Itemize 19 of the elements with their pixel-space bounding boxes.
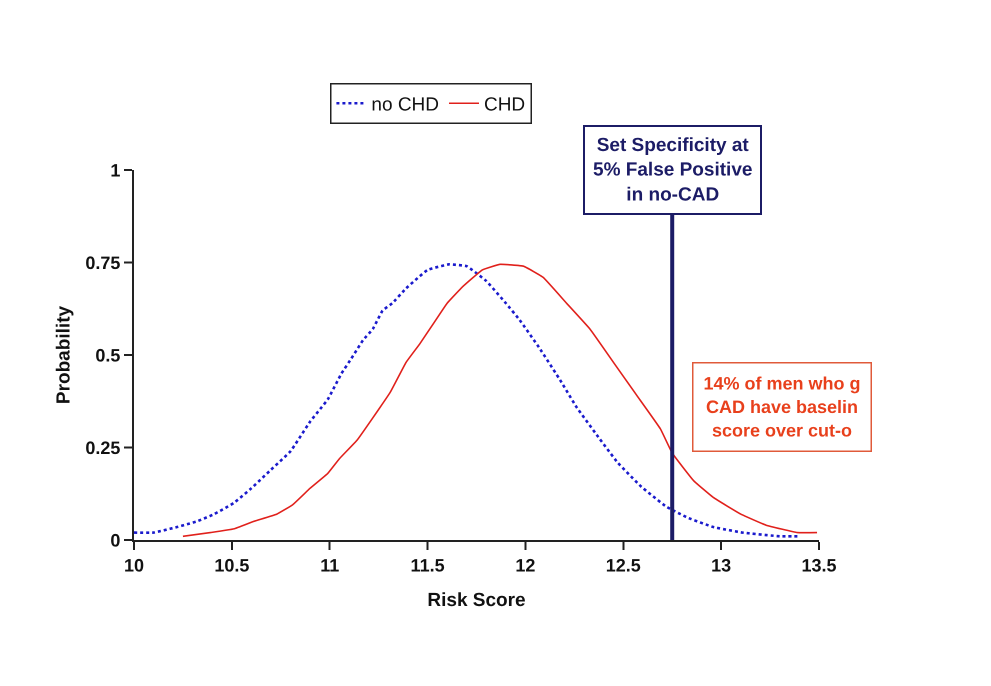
y-tick-label: 0.25	[85, 438, 120, 458]
x-axis-title: Risk Score	[427, 590, 526, 611]
x-tick-label: 11.5	[410, 556, 445, 576]
y-tick-label: 1	[110, 160, 120, 180]
x-tick-label: 10.5	[214, 556, 250, 576]
ref-line-label: Set Specificity at 5% False Positive in no-CAD	[593, 135, 752, 206]
x-tick-label: 12	[515, 556, 536, 576]
y-tick-label: 0.5	[95, 345, 120, 366]
x-tick-label: 11	[320, 556, 340, 576]
legend-label: CHD	[484, 94, 526, 116]
x-tick-label: 12.5	[606, 556, 641, 576]
x-tick-label: 10	[124, 556, 144, 576]
y-tick-label: 0.75	[85, 252, 120, 273]
y-tick-label: 0	[110, 530, 120, 550]
x-tick-label: 13.5	[801, 556, 837, 576]
legend-label: no CHD	[371, 94, 439, 116]
annotation: 14% of men who g CAD have baselin score over cut-o	[704, 374, 861, 440]
y-axis-title: Probability	[54, 305, 75, 404]
x-tick-label: 13	[711, 556, 732, 576]
